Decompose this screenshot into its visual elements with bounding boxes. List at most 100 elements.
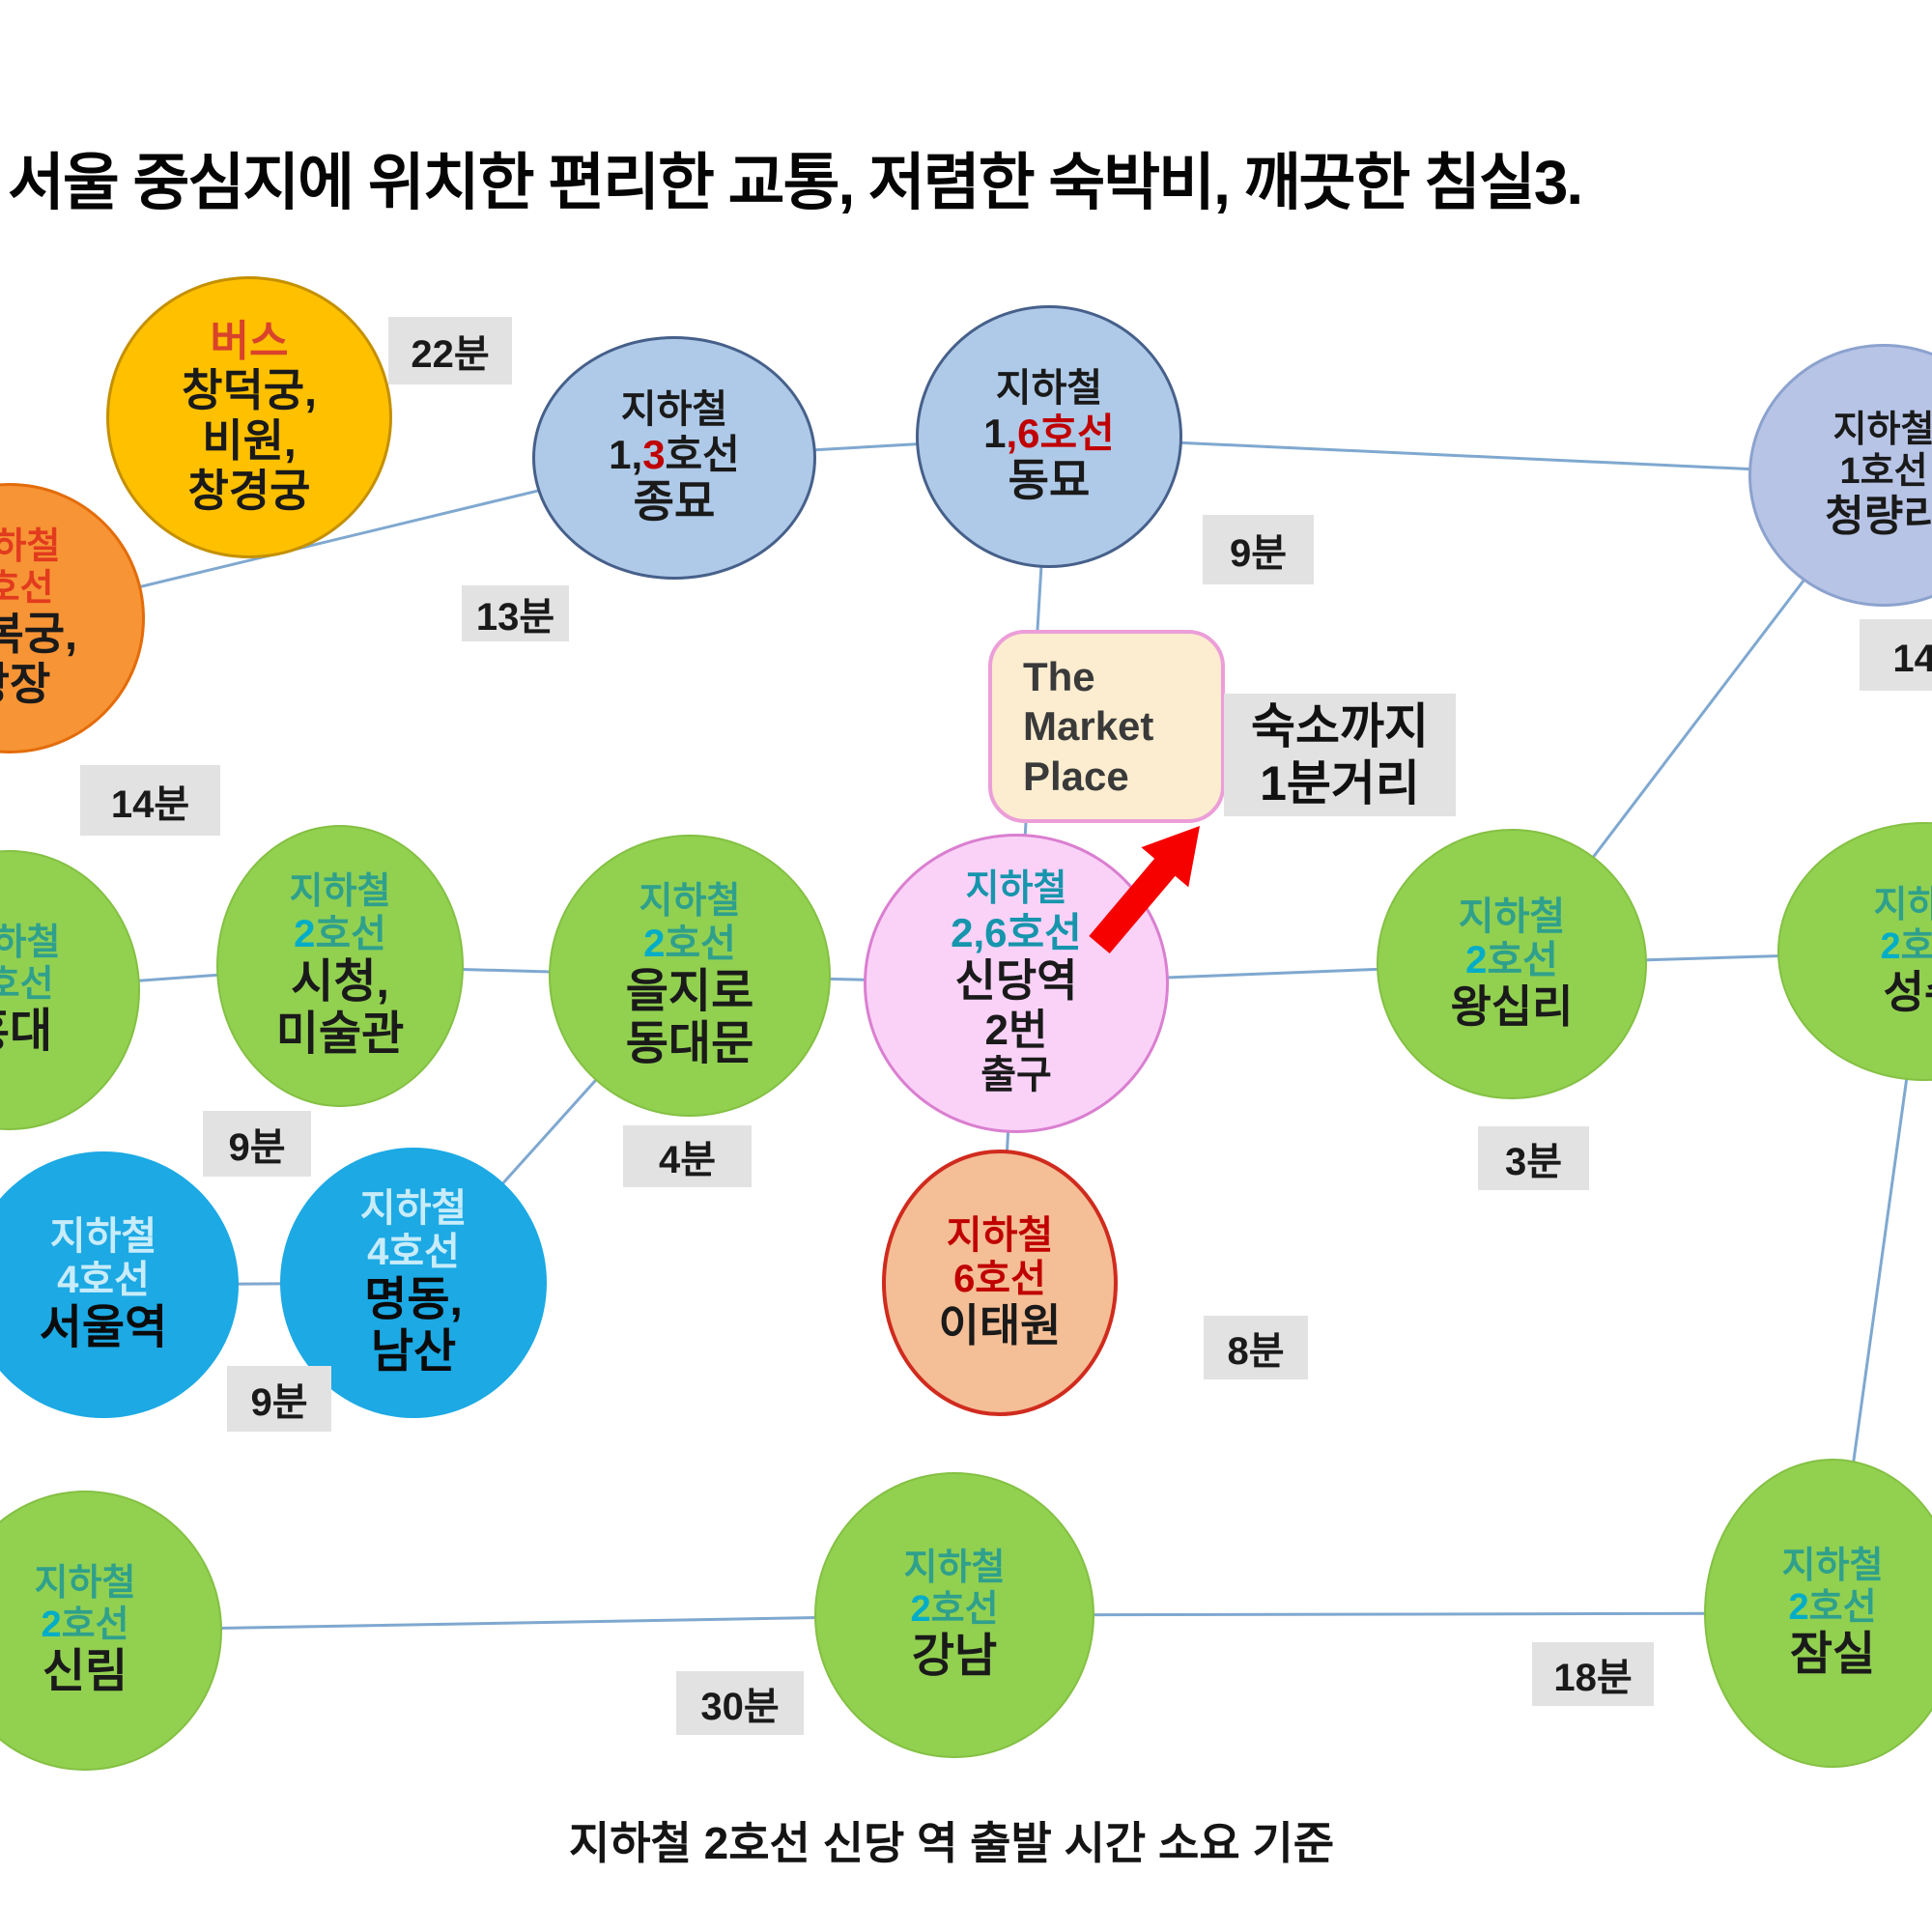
marketplace-line: Place	[1023, 753, 1129, 799]
station-text-part: 지하철	[639, 880, 741, 922]
station-node-text: 광장	[0, 659, 50, 710]
station-text-part: 1	[983, 410, 1007, 456]
station-node-text: 지하철	[947, 1214, 1053, 1258]
station-text-part: 2	[1465, 939, 1488, 982]
station-node-text: 동묘	[1009, 455, 1091, 506]
station-node-text: 4호선	[57, 1259, 150, 1302]
station-text-part: 동대문	[625, 1018, 754, 1070]
station-text-part: 이태원	[938, 1300, 1062, 1351]
station-node-text: 출구	[980, 1054, 1052, 1097]
station-node-text: 지하철	[639, 881, 741, 923]
station-node-text: 2호선	[910, 1589, 998, 1631]
station-node-text: 지하철	[1874, 885, 1932, 926]
station-text-part: 명동,	[364, 1273, 463, 1325]
station-node-text: 2호선	[1465, 939, 1558, 982]
station-node-sillim: 지하철 2호선 신림	[0, 1491, 222, 1771]
station-text-part: 지하철	[1781, 1545, 1884, 1586]
station-node-sindang: 지하철 2,6호선 신당역 2번 출구	[864, 834, 1169, 1133]
station-node-jongmyo: 지하철 1,3호선 종묘	[532, 336, 816, 580]
station-text-part: 2	[643, 922, 666, 965]
station-node-text: 지하철	[1833, 410, 1932, 451]
station-node-text: 이태원	[938, 1300, 1062, 1351]
station-text-part: 지하철	[359, 1186, 468, 1230]
station-text-part: 청량리	[1825, 493, 1932, 541]
station-text-part: 호선	[0, 963, 54, 1005]
edge-dongmyo-cheongnyangni	[1048, 435, 1885, 477]
station-text-part: 호선	[1808, 1586, 1877, 1628]
station-text-part: 왕십리	[1450, 981, 1574, 1033]
footnote-caption: 지하철 2호선 신당 역 출발 시간 소요 기준	[568, 1818, 1335, 1868]
station-text-part: 2	[294, 912, 316, 955]
edge-sillim-gangnam	[84, 1613, 955, 1633]
station-text-part: 성수	[1883, 966, 1932, 1017]
station-text-part: 호선	[665, 922, 736, 965]
station-node-text: 지하철	[621, 388, 727, 432]
station-text-part: 호선	[315, 912, 386, 955]
station-node-text: 지하철	[35, 1563, 136, 1605]
station-text-part: 지하철	[1458, 895, 1566, 938]
station-node-wangsimni: 지하철 2호선 왕십리	[1377, 829, 1647, 1099]
station-text-part: 1,	[609, 431, 643, 477]
station-text-part: 4호선	[367, 1230, 460, 1273]
station-node-text: 3호선	[0, 568, 54, 610]
station-text-part: 미술관	[275, 1009, 405, 1061]
minute-label-wangsimni-3min: 3분	[1478, 1126, 1589, 1190]
minute-label-jongmyo-13min: 13분	[462, 585, 569, 641]
minute-label-jamsil-18min: 18분	[1532, 1642, 1654, 1706]
station-text-part: 창덕궁,	[182, 364, 317, 415]
station-text-part: 3	[642, 431, 666, 477]
minute-label-myeongdong-9min: 9분	[227, 1366, 331, 1432]
station-text-part: 2,6호선	[951, 910, 1082, 956]
station-node-text: 홍대	[0, 1006, 52, 1058]
station-text-part: 지하철	[1873, 885, 1932, 926]
marketplace-line: Market	[1023, 703, 1154, 750]
station-text-part: 지하철	[965, 868, 1067, 910]
station-node-cityhall: 지하철 2호선 시청, 미술관	[216, 825, 464, 1107]
station-text-part: 지하철	[34, 1562, 136, 1604]
marketplace-line: The	[1023, 654, 1095, 700]
station-text-part: 버스	[210, 318, 289, 366]
station-node-text: 2호선	[1788, 1587, 1876, 1629]
station-text-part: 2	[910, 1588, 931, 1630]
station-text-part: 지하철	[0, 922, 61, 963]
station-node-text: 2번	[985, 1007, 1048, 1055]
station-node-text: 지하철	[904, 1548, 1006, 1589]
station-node-text: 1,6호선	[983, 411, 1115, 456]
station-node-text: 지하철	[0, 923, 60, 964]
station-node-text: 을지로	[626, 966, 753, 1018]
station-node-text: 지하철	[290, 871, 391, 913]
minute-label-cheongnyangni-14min: 14분	[1860, 619, 1932, 691]
station-node-text: 미술관	[276, 1009, 404, 1061]
minute-label-gangnam-30min: 30분	[676, 1671, 804, 1735]
station-text-part: 서울역	[39, 1302, 168, 1354]
station-node-text: 1,3호선	[609, 432, 740, 477]
station-node-text: 시청,	[291, 956, 389, 1009]
station-node-text: 강남	[912, 1631, 997, 1683]
station-text-part: 신림	[42, 1645, 128, 1697]
station-node-text: 지하철	[360, 1187, 467, 1231]
station-node-euljiro-dongdaemun: 지하철 2호선 을지로 동대문	[549, 835, 831, 1117]
station-text-part: 비원,	[202, 414, 297, 466]
station-text-part: 4호선	[57, 1258, 150, 1301]
station-node-text: 2호선	[643, 923, 736, 966]
station-text-part: 지하철	[289, 870, 391, 912]
station-text-part: 지하철	[903, 1547, 1006, 1588]
station-node-text: 경복궁,	[0, 609, 77, 660]
station-text-part: 홍대	[0, 1005, 53, 1057]
station-node-text: 신당역	[955, 955, 1078, 1007]
station-text-part: 1호선	[1839, 451, 1928, 493]
station-node-dongmyo: 지하철 1,6호선 동묘	[916, 305, 1182, 568]
station-text-part: 지하철	[49, 1214, 157, 1258]
station-text-part: 잠실	[1789, 1628, 1876, 1680]
station-node-text: 6호선	[953, 1258, 1046, 1301]
station-node-text: 2호선	[1880, 926, 1932, 968]
station-text-part: 지하철	[0, 526, 61, 568]
station-text-part: 지하철	[1833, 410, 1932, 451]
station-node-text: 지하철	[0, 526, 60, 568]
station-node-itaewon: 지하철 6호선 이태원	[882, 1150, 1118, 1416]
proximity-label-line: 숙소까지	[1251, 698, 1429, 753]
station-node-text: 명동,	[364, 1274, 463, 1326]
edge-gangnam-jamsil	[953, 1611, 1833, 1617]
station-node-text: 지하철	[50, 1215, 156, 1259]
station-node-text: 버스	[211, 318, 289, 366]
